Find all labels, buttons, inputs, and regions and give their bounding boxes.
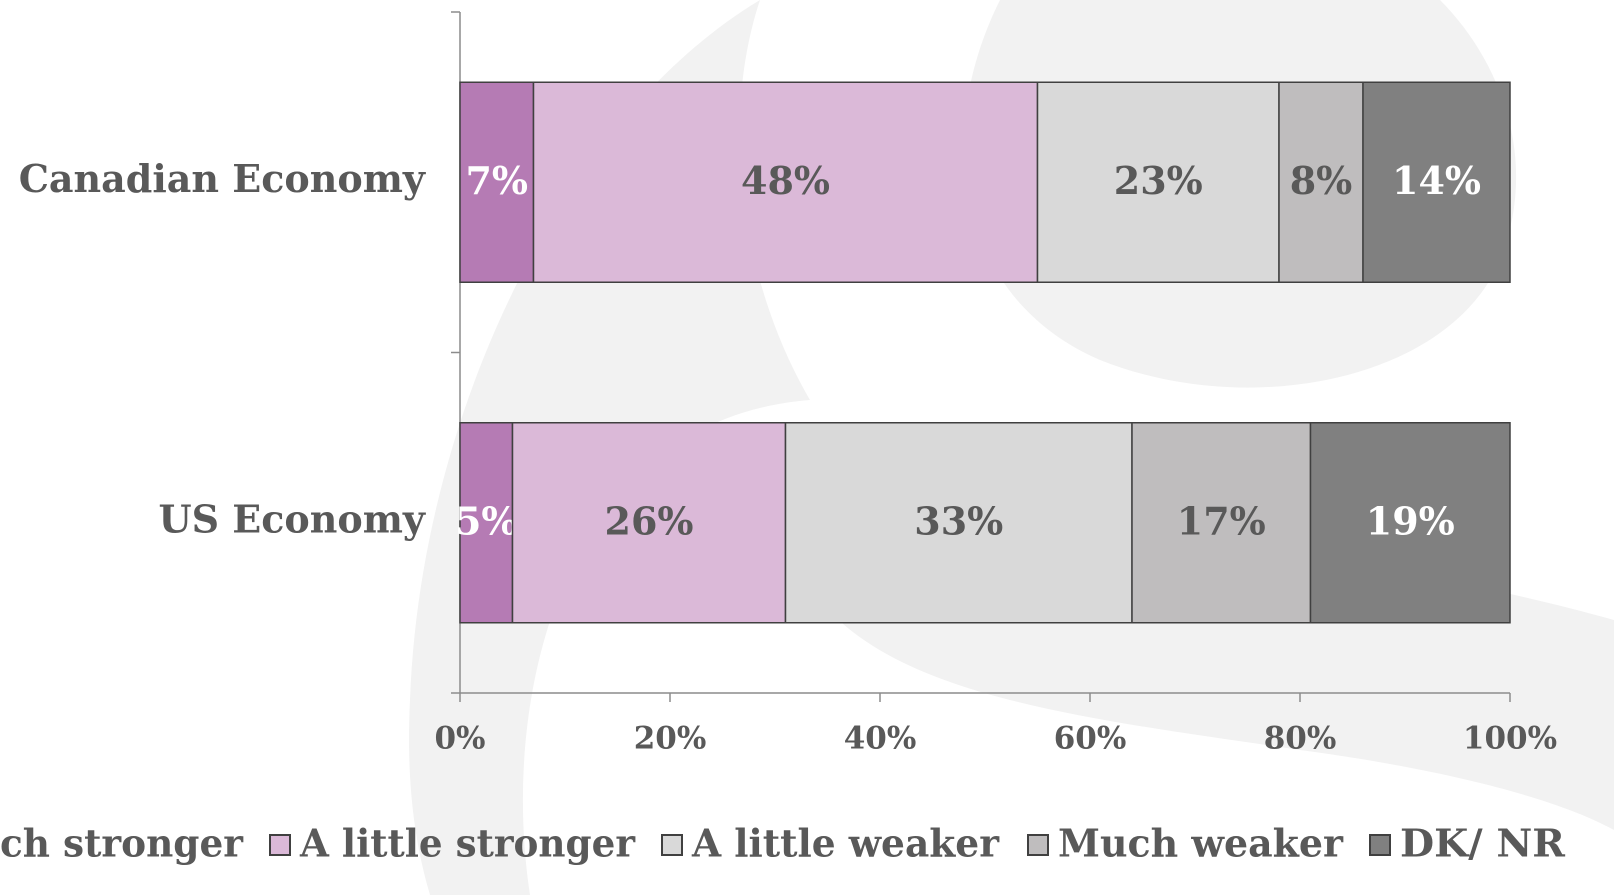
data-label: 26% [605,498,694,543]
legend-label: A little weaker [691,821,1000,866]
legend-label: Much weaker [1058,821,1344,866]
category-label: Canadian Economy [19,156,426,201]
bar-segment [511,422,787,624]
x-tick-label: 60% [1054,721,1127,757]
bar-segment [1278,81,1364,283]
x-tick-label: 20% [634,721,707,757]
legend-swatch [661,834,683,856]
x-tick-label: 0% [434,721,485,757]
bar-segment [1309,422,1511,624]
bar-segment [459,422,514,624]
x-tick-label: 100% [1463,721,1557,757]
data-label: 17% [1177,498,1266,543]
legend-label: ch stronger [0,821,244,866]
bar-segment [1131,422,1312,624]
x-tick-label: 80% [1264,721,1337,757]
bar-segment [1036,81,1280,283]
legend-swatch [1027,834,1049,856]
data-label: 7% [465,158,528,203]
bar-segment [459,81,535,283]
data-label: 14% [1392,158,1481,203]
legend-label: A little stronger [299,821,636,866]
data-label: 5% [455,498,518,543]
data-label: 48% [741,158,830,203]
data-label: 33% [914,498,1003,543]
legend-swatch [1369,834,1391,856]
legend-swatch [269,834,291,856]
bar-segment [1362,81,1511,283]
category-label: US Economy [158,496,425,541]
bar-segment [784,422,1133,624]
legend-label: DK/ NR [1400,821,1565,866]
data-label: 23% [1114,158,1203,203]
data-label: 19% [1366,498,1455,543]
data-label: 8% [1290,158,1353,203]
x-tick-label: 40% [844,721,917,757]
